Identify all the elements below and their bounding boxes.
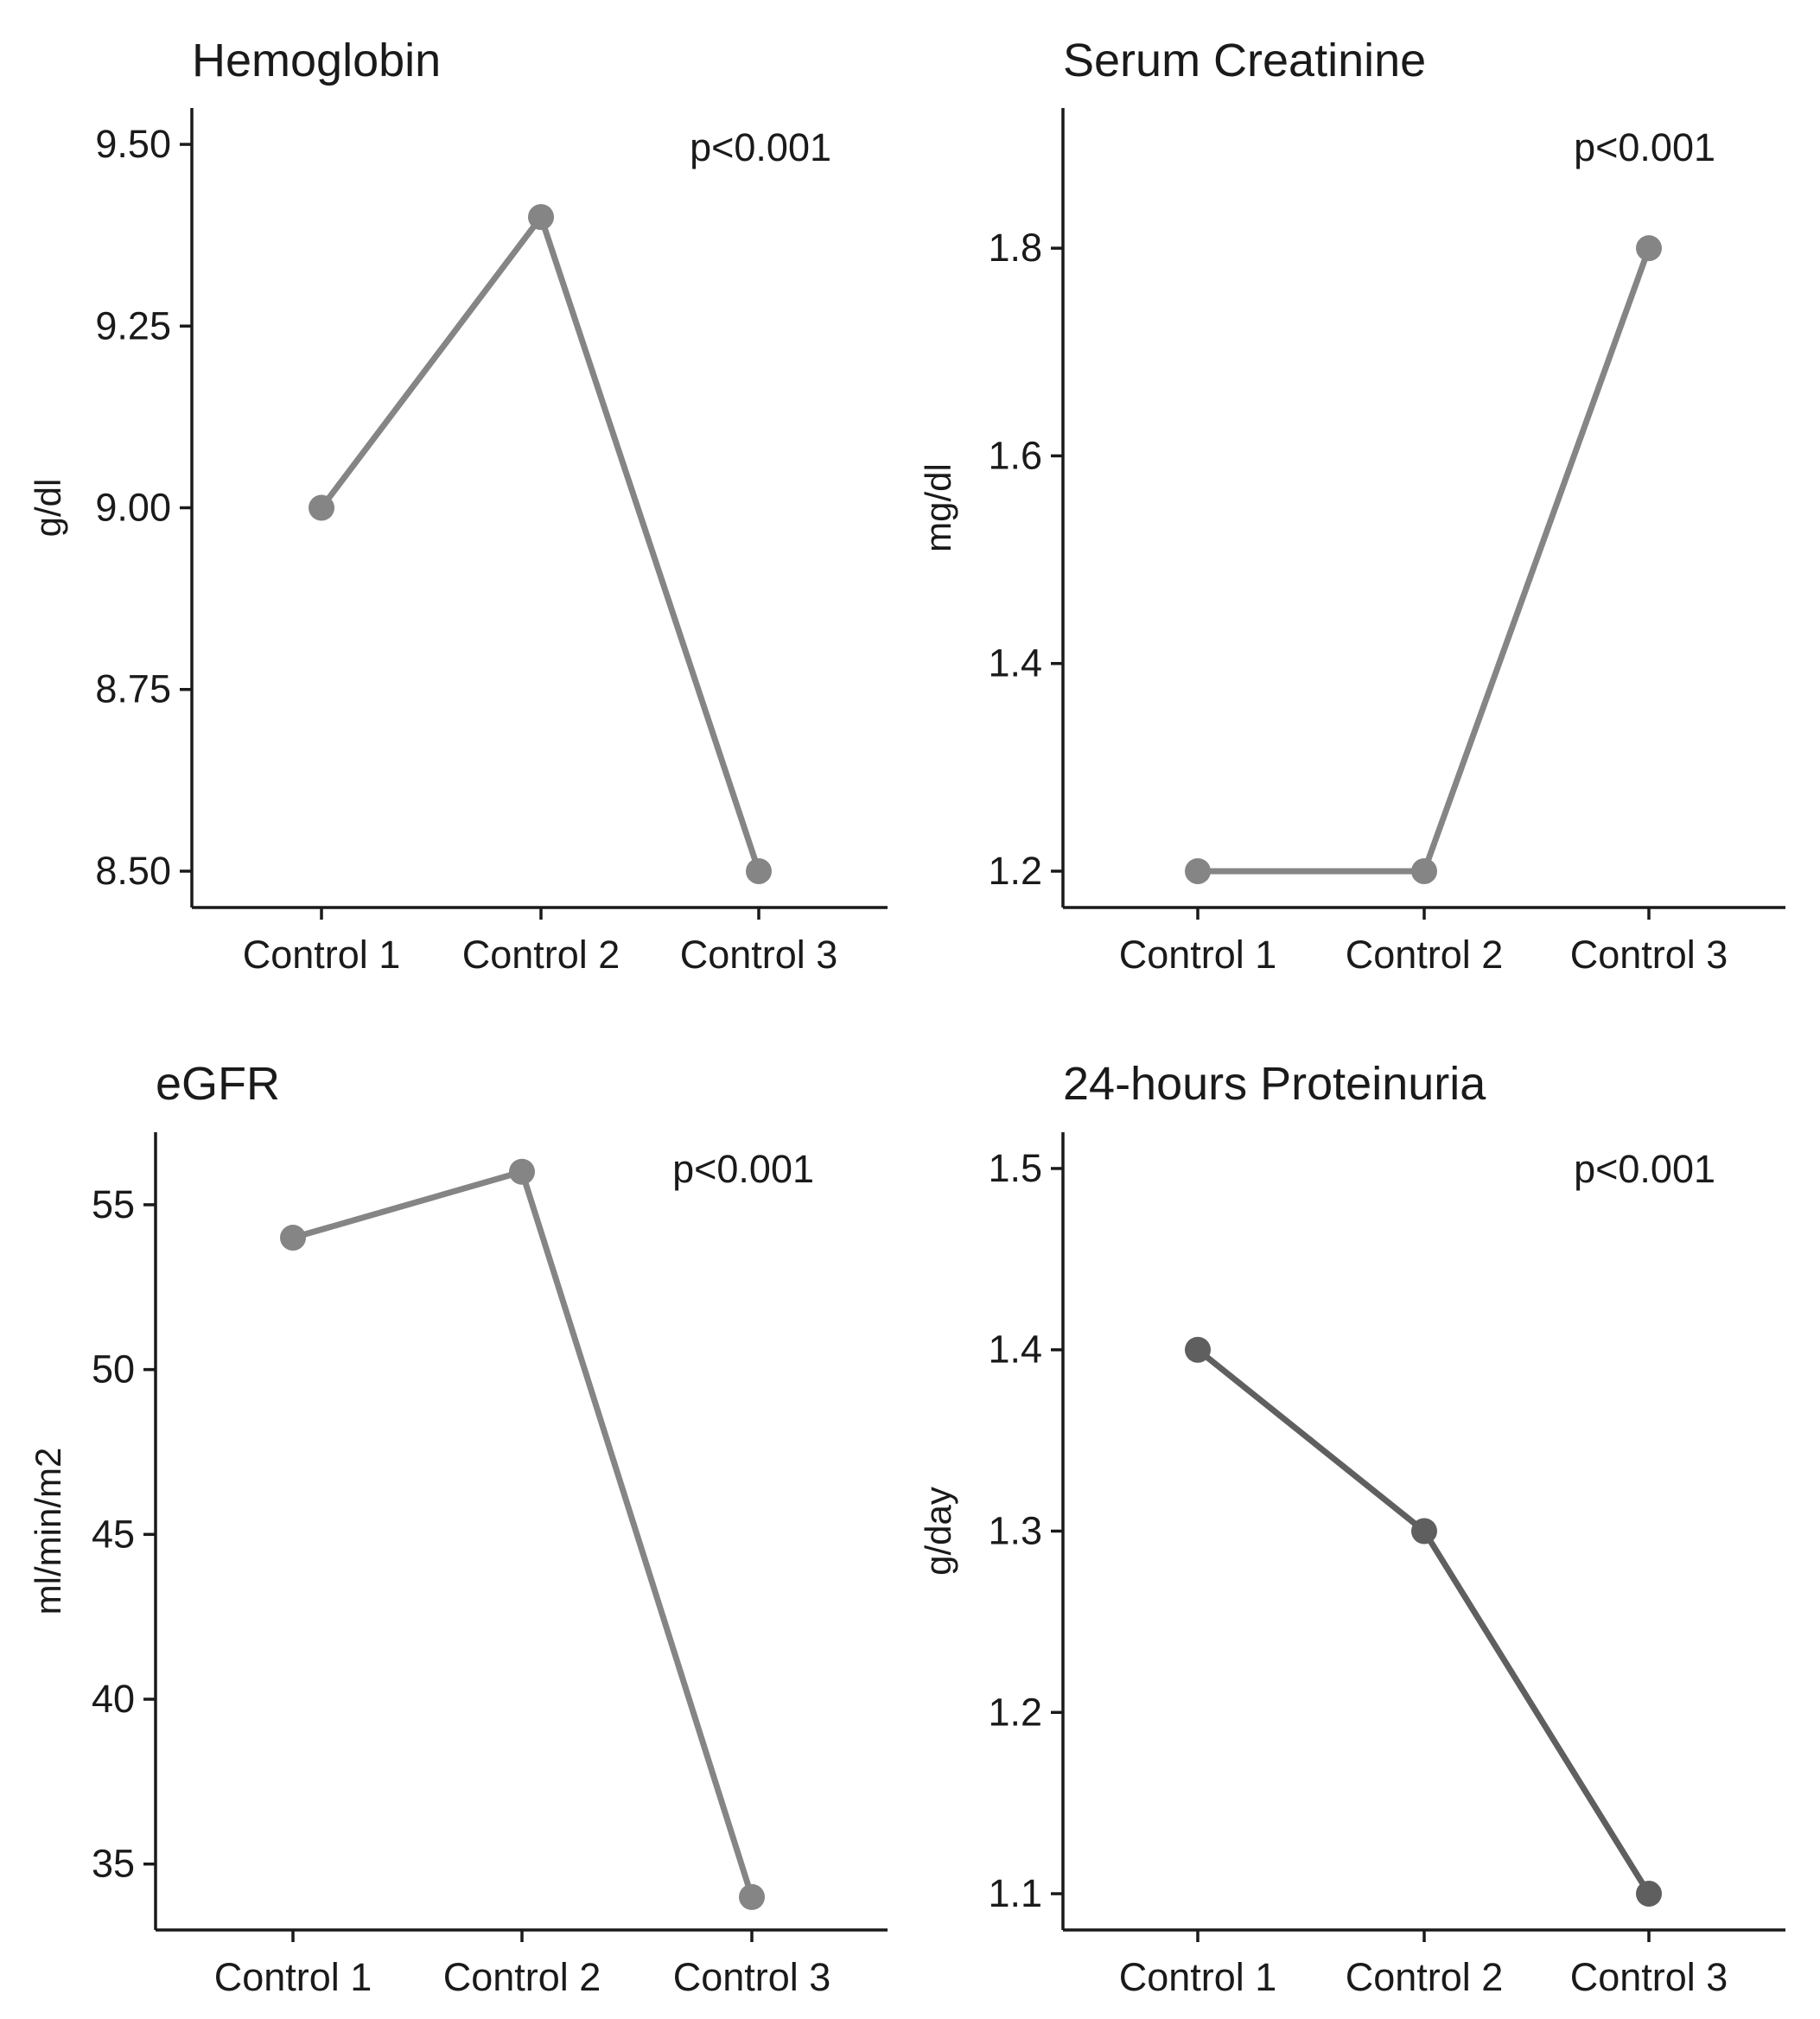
y-tick-label: 1.4 (988, 641, 1042, 685)
y-tick-label: 1.4 (988, 1328, 1042, 1372)
data-point-2 (528, 204, 554, 231)
y-axis-label: g/day (918, 1487, 958, 1576)
x-tick-label: Control 2 (1346, 933, 1504, 977)
series-line (290, 1169, 755, 1901)
y-tick-label: 1.2 (988, 849, 1042, 893)
y-tick-label: 1.8 (988, 226, 1042, 270)
y-tick-label: 40 (92, 1677, 135, 1721)
data-point-1 (280, 1225, 306, 1252)
y-tick-label: 1.5 (988, 1146, 1042, 1190)
y-tick-label: 50 (92, 1347, 135, 1392)
x-tick-label: Control 2 (1346, 1955, 1504, 1999)
data-point-1 (1185, 857, 1211, 884)
series-line (318, 213, 762, 875)
chart-panel-2: Serum Creatinine 1.2 1.4 1.6 1.8 Control 1 Con… (918, 35, 1785, 977)
x-tick-label: Control 2 (462, 933, 620, 977)
p-value-annotation: p<0.001 (690, 125, 831, 169)
data-point-2 (509, 1158, 535, 1185)
series-line (1194, 245, 1652, 875)
x-tick-label: Control 2 (443, 1955, 601, 1999)
y-axis-label: ml/min/m2 (28, 1448, 68, 1615)
y-tick-label: 1.1 (988, 1871, 1042, 1915)
p-value-annotation: p<0.001 (1574, 1147, 1715, 1191)
chart-panel-1: Hemoglobin 8.50 8.75 9.00 9.25 9.50 Control 1 C… (28, 35, 888, 977)
data-point-3 (1636, 1881, 1662, 1908)
p-value-annotation: p<0.001 (672, 1147, 814, 1191)
y-tick-label: 1.3 (988, 1509, 1042, 1553)
x-tick-label: Control 1 (1119, 933, 1277, 977)
chart-panel-4: 24-hours Proteinuria 1.1 1.2 1.3 1.4 1.5 Contr… (918, 1058, 1785, 1999)
data-point-1 (1185, 1336, 1211, 1363)
x-tick-label: Control 3 (1570, 1955, 1728, 1999)
chart-title: 24-hours Proteinuria (1063, 1058, 1486, 1110)
p-value-annotation: p<0.001 (1574, 125, 1715, 169)
y-tick-label: 9.25 (95, 303, 171, 347)
y-tick-label: 35 (92, 1842, 135, 1886)
data-point-3 (1636, 235, 1662, 262)
y-axis-label: g/dl (28, 479, 68, 538)
y-tick-label: 1.2 (988, 1690, 1042, 1734)
x-tick-label: Control 1 (1119, 1955, 1277, 1999)
y-tick-label: 1.6 (988, 433, 1042, 477)
x-tick-label: Control 3 (680, 933, 838, 977)
chart-title: Hemoglobin (192, 35, 441, 86)
y-tick-label: 55 (92, 1182, 135, 1226)
chart-title: Serum Creatinine (1063, 35, 1426, 86)
y-tick-label: 8.75 (95, 667, 171, 711)
x-tick-label: Control 3 (673, 1955, 831, 1999)
x-tick-label: Control 3 (1570, 933, 1728, 977)
x-tick-label: Control 1 (243, 933, 401, 977)
y-axis-label: mg/dl (918, 463, 958, 552)
data-point-3 (739, 1883, 765, 1910)
data-point-2 (1411, 1518, 1437, 1545)
x-tick-label: Control 1 (214, 1955, 372, 1999)
data-point-3 (746, 857, 772, 884)
data-point-2 (1411, 857, 1437, 884)
y-tick-label: 9.00 (95, 486, 171, 530)
y-tick-label: 8.50 (95, 849, 171, 893)
chart-title: eGFR (156, 1058, 280, 1110)
data-point-1 (309, 494, 334, 521)
y-tick-label: 9.50 (95, 122, 171, 166)
series-line (1194, 1347, 1652, 1897)
y-tick-label: 45 (92, 1512, 135, 1556)
chart-panel-3: eGFR 35 40 45 50 55 Control 1 Control 2 Control … (28, 1058, 888, 1999)
